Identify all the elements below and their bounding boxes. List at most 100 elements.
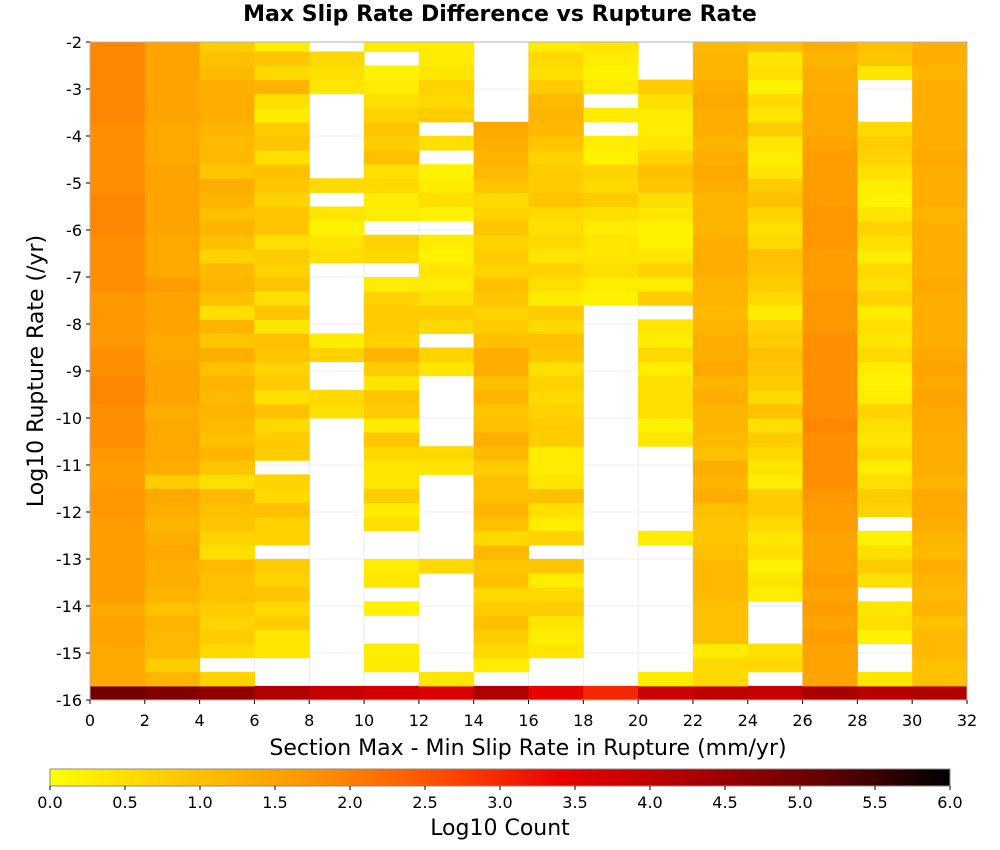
heatmap-cell [857, 178, 913, 193]
heatmap-cell [638, 361, 694, 377]
heatmap-cell [528, 573, 584, 588]
heatmap-cell [144, 544, 201, 560]
heatmap-cell [473, 403, 529, 419]
heatmap-cell [418, 206, 475, 222]
heatmap-cell [473, 516, 529, 532]
heatmap-cell [857, 488, 913, 504]
heatmap-cell [638, 93, 694, 109]
heatmap-cell [912, 121, 968, 137]
heatmap-cell [583, 192, 639, 207]
heatmap-cell [90, 389, 146, 405]
heatmap-cell [199, 516, 255, 532]
heatmap-cell [418, 460, 475, 475]
heatmap-cell [912, 277, 968, 292]
heatmap-cell [144, 403, 201, 419]
x-tick-label: 12 [409, 711, 429, 730]
heatmap-cell [473, 657, 529, 673]
heatmap-cell [364, 389, 420, 405]
heatmap-cell [364, 559, 420, 574]
heatmap-cell [90, 432, 146, 447]
y-tick-label: -15 [56, 644, 82, 663]
heatmap-cell [254, 220, 310, 236]
heatmap-cell [144, 333, 201, 348]
heatmap-cell [692, 178, 749, 193]
heatmap-cell [364, 319, 420, 334]
heatmap-cell [90, 319, 146, 334]
heatmap-cell [528, 516, 584, 532]
heatmap-cell [473, 643, 529, 659]
heatmap-cell [912, 375, 968, 391]
heatmap-cell [254, 516, 310, 532]
heatmap-cell [692, 347, 749, 363]
heatmap-cell [802, 79, 858, 95]
heatmap-cell [254, 65, 310, 81]
heatmap-cell [199, 361, 255, 377]
heatmap-cell [857, 42, 913, 52]
heatmap-cell [144, 136, 201, 151]
heatmap-cell [583, 42, 639, 52]
heatmap-cell [528, 559, 584, 574]
heatmap-cell [473, 375, 529, 391]
colorbar-tick-label: 3.5 [562, 793, 587, 812]
heatmap-cell [199, 671, 255, 687]
y-tick-label: -3 [66, 80, 82, 99]
heatmap-cell [199, 262, 255, 278]
heatmap-cell [473, 150, 529, 165]
x-tick-label: 16 [518, 711, 538, 730]
heatmap-cell [912, 530, 968, 546]
colorbar-tick-label: 2.5 [412, 793, 437, 812]
heatmap-cell [90, 587, 146, 602]
heatmap-cell [199, 333, 255, 348]
heatmap-cell [364, 418, 420, 433]
heatmap-cell [528, 403, 584, 419]
heatmap-cell [90, 671, 146, 687]
y-tick-label: -2 [66, 33, 82, 52]
heatmap-cell [692, 262, 749, 278]
heatmap-cell [418, 51, 475, 66]
heatmap-cell [528, 319, 584, 334]
heatmap-cell [692, 248, 749, 264]
heatmap-cell [747, 248, 804, 264]
heatmap-cell [802, 403, 858, 419]
heatmap-cell [747, 79, 804, 95]
heatmap-cell [912, 150, 968, 165]
heatmap-cell [144, 615, 201, 630]
heatmap-cell [857, 432, 913, 447]
heatmap-cell [912, 333, 968, 348]
heatmap-cells [90, 42, 968, 701]
heatmap-cell [199, 375, 255, 391]
heatmap-cell [802, 389, 858, 405]
heatmap-cell [144, 248, 201, 264]
heatmap-cell [144, 516, 201, 532]
heatmap-cell [528, 206, 584, 222]
heatmap-cell [254, 615, 310, 630]
heatmap-cell [912, 234, 968, 250]
heatmap-cell [912, 42, 968, 52]
heatmap-cell [802, 587, 858, 602]
heatmap-cell [583, 150, 639, 165]
heatmap-cell [144, 530, 201, 546]
heatmap-cell [90, 234, 146, 250]
heatmap-cell [583, 178, 639, 193]
heatmap-cell [144, 164, 201, 179]
heatmap-cell [199, 79, 255, 95]
heatmap-cell [418, 136, 475, 151]
heatmap-cell [912, 319, 968, 334]
heatmap-cell [309, 234, 365, 250]
heatmap-cell [90, 93, 146, 109]
heatmap-cell [528, 262, 584, 278]
heatmap-cell [144, 79, 201, 95]
heatmap-cell [199, 277, 255, 292]
heatmap-cell [418, 347, 475, 363]
heatmap-cell [144, 446, 201, 461]
heatmap-cell [857, 685, 913, 701]
heatmap-cell [364, 460, 420, 475]
heatmap-cell [692, 361, 749, 377]
heatmap-cell [199, 601, 255, 616]
y-tick-label: -13 [56, 550, 82, 569]
heatmap-cell [912, 347, 968, 363]
heatmap-cell [802, 488, 858, 504]
heatmap-cell [912, 418, 968, 433]
heatmap-cell [912, 65, 968, 81]
heatmap-cell [144, 488, 201, 504]
